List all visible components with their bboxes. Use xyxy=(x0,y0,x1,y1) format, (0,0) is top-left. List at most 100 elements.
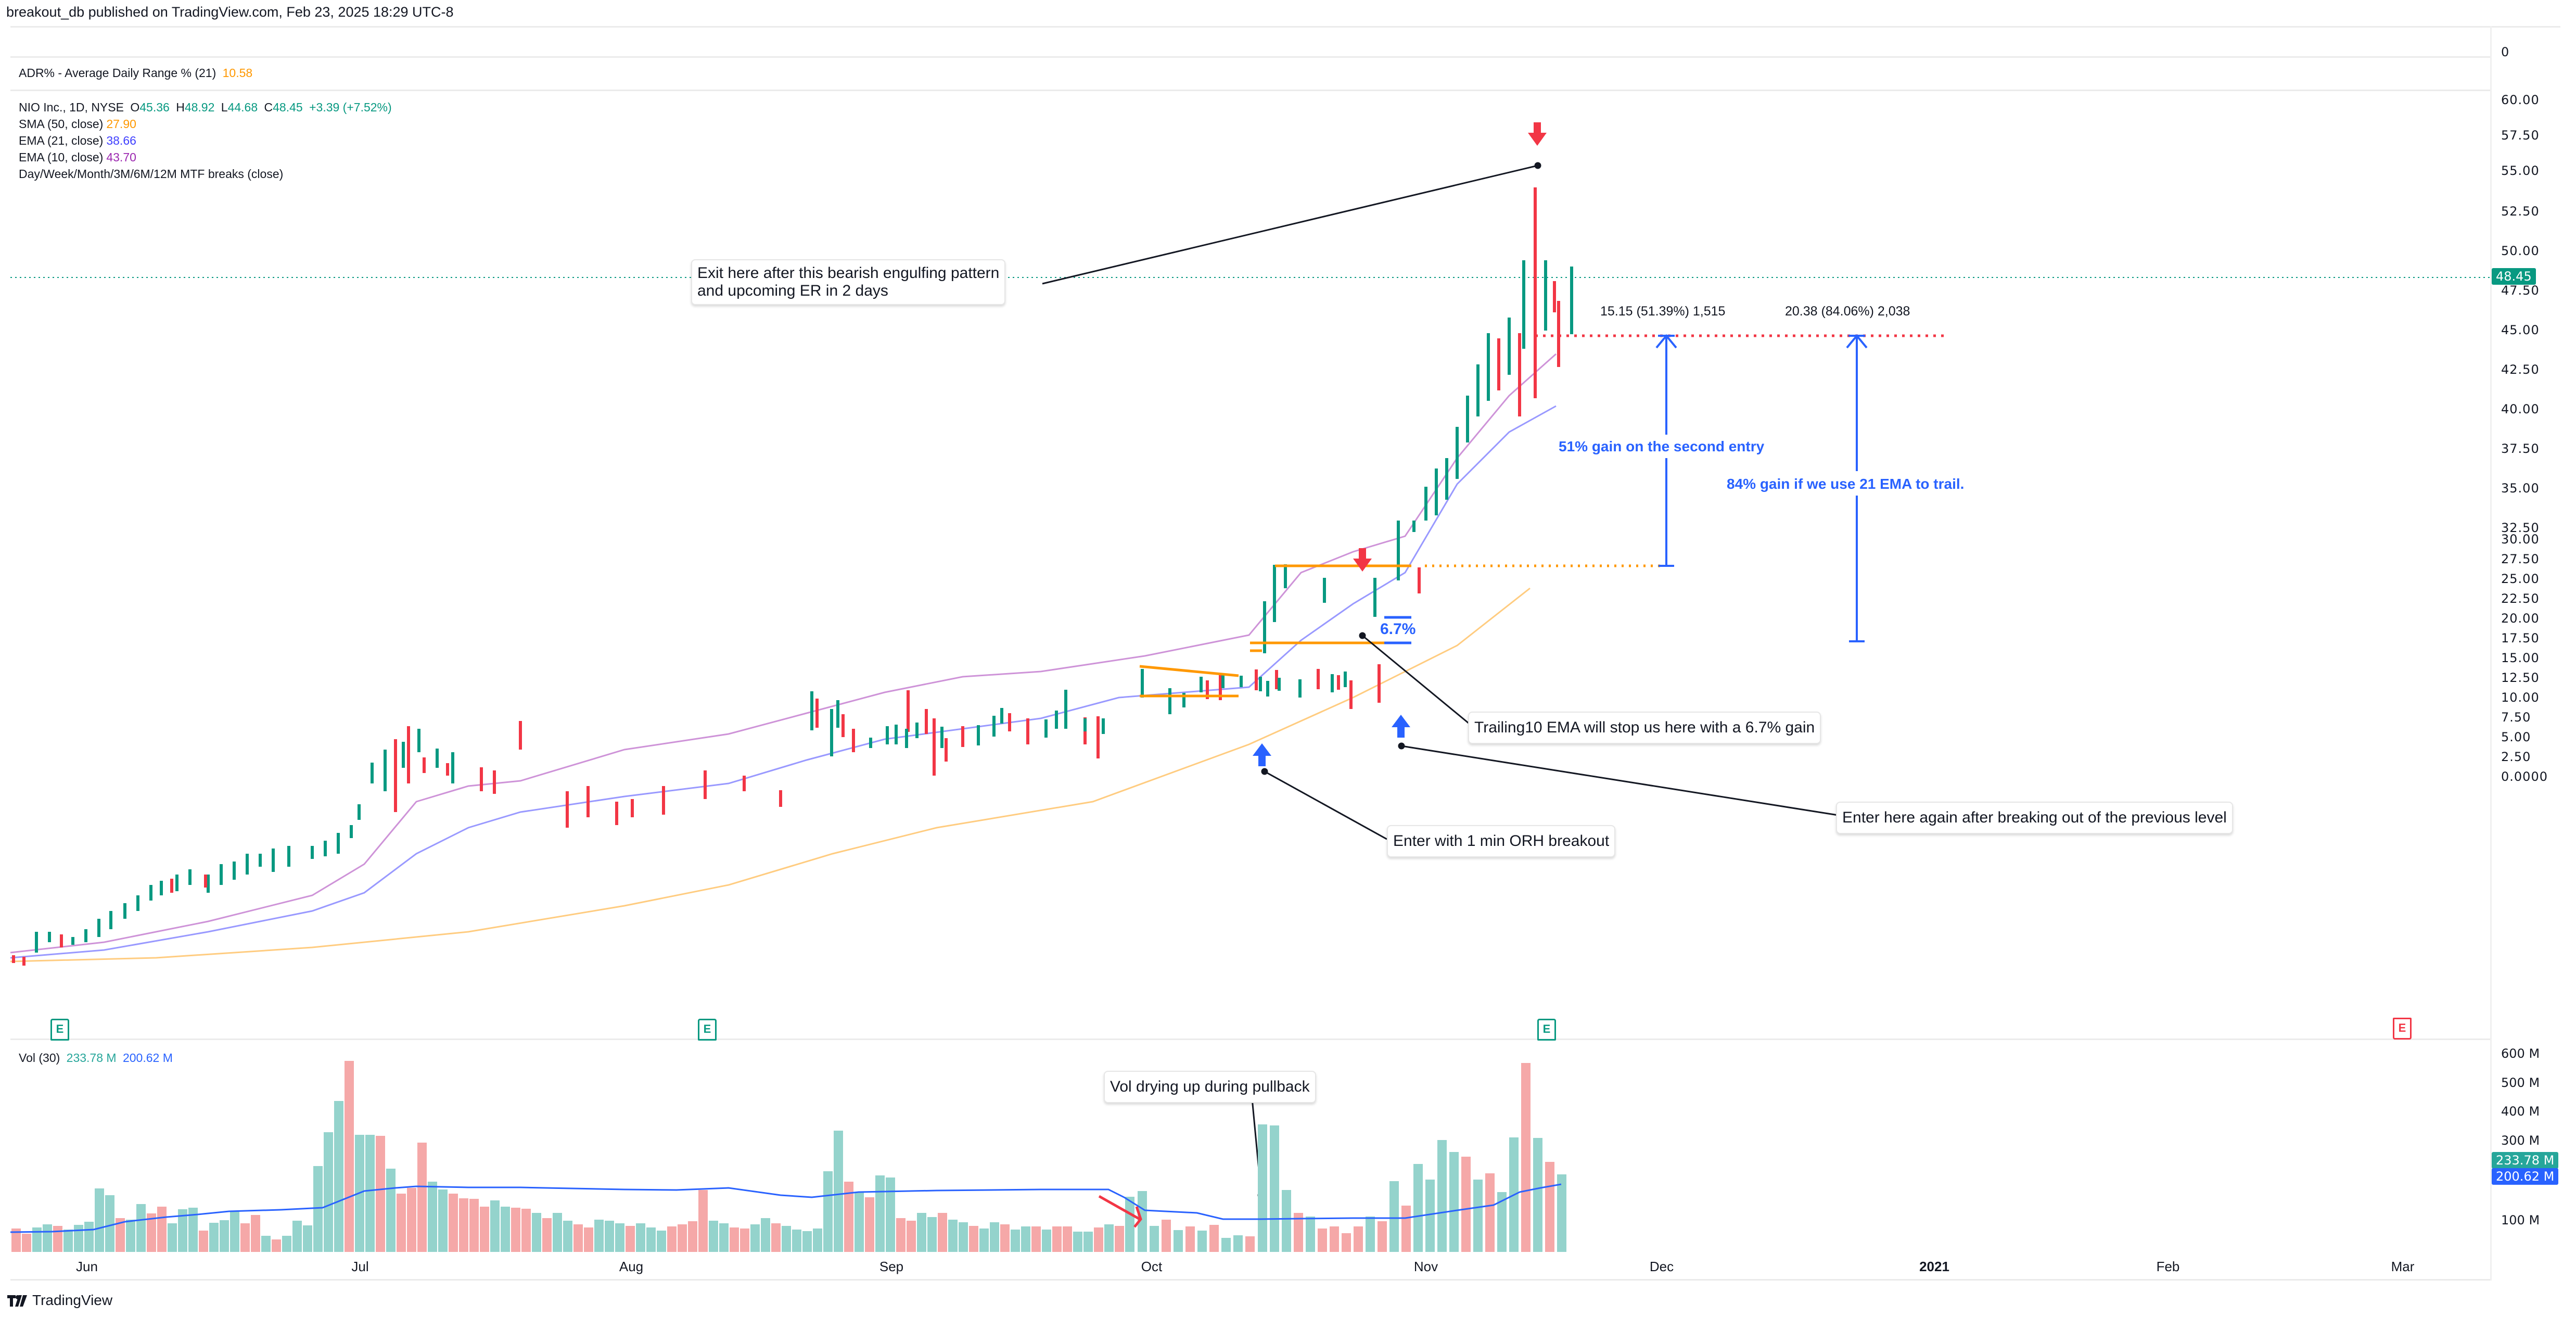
low-value: 44.68 xyxy=(227,100,258,114)
publish-header: breakout_db published on TradingView.com… xyxy=(6,4,454,20)
tradingview-brand: TradingView xyxy=(32,1292,113,1308)
price-tick: 32.50 xyxy=(2501,521,2540,535)
time-tick: Oct xyxy=(1141,1259,1163,1274)
sma50-label: SMA (50, close) xyxy=(19,117,104,131)
mtf-label: Day/Week/Month/3M/6M/12M MTF breaks (clo… xyxy=(19,167,284,181)
gain-range-arrows xyxy=(1655,334,1868,642)
sma50-line xyxy=(10,587,1531,963)
price-tick: 60.00 xyxy=(2501,93,2540,107)
volume-ma-badge: 200.62 M xyxy=(2492,1168,2559,1185)
adr-axis-value: 0 xyxy=(2501,45,2510,59)
time-tick: Nov xyxy=(1413,1259,1438,1274)
trailing-callout[interactable]: Trailing10 EMA will stop us here with a … xyxy=(1468,712,1821,744)
symbol-label: NIO Inc., 1D, NYSE xyxy=(19,100,124,114)
price-tick: 47.50 xyxy=(2501,283,2540,298)
time-tick: Jun xyxy=(76,1259,98,1274)
symbol-row: NIO Inc., 1D, NYSE O45.36 H48.92 L44.68 … xyxy=(19,99,395,116)
earnings-marker-icon[interactable]: E xyxy=(50,1019,69,1041)
price-tick: 15.00 xyxy=(2501,651,2540,665)
high-value: 48.92 xyxy=(184,100,215,114)
change-value: +3.39 (+7.52%) xyxy=(309,100,392,114)
earnings-marker-icon[interactable]: E xyxy=(1537,1019,1556,1041)
gain51-note[interactable]: 51% gain on the second entry xyxy=(1558,436,1766,457)
time-tick: Mar xyxy=(2391,1259,2415,1274)
ema21-label: EMA (21, close) xyxy=(19,134,104,147)
price-tick: 5.00 xyxy=(2501,730,2531,744)
pct67-label: 6.7% xyxy=(1380,620,1416,638)
price-tick: 40.00 xyxy=(2501,402,2540,416)
time-tick: Jul xyxy=(351,1259,369,1274)
price-tick: 10.00 xyxy=(2501,690,2540,705)
volume-tick: 300 M xyxy=(2501,1133,2540,1148)
upcoming-earnings-marker-icon[interactable]: E xyxy=(2393,1018,2412,1040)
price-tick: 57.50 xyxy=(2501,128,2540,143)
price-tick: 27.50 xyxy=(2501,552,2540,566)
price-tick: 52.50 xyxy=(2501,204,2540,219)
pane-divider[interactable] xyxy=(10,56,2490,58)
time-tick: Dec xyxy=(1649,1259,1674,1274)
price-axis-border xyxy=(2490,26,2492,1281)
chart-frame xyxy=(10,26,2560,1282)
adr-legend[interactable]: ADR% - Average Daily Range % (21) 10.58 xyxy=(19,65,256,81)
volume-red-arrow xyxy=(1098,1195,1142,1228)
price-tick: 2.50 xyxy=(2501,750,2531,764)
price-tick: 12.50 xyxy=(2501,670,2540,685)
ema21-row[interactable]: EMA (21, close) 38.66 xyxy=(19,132,395,149)
consolidation-levels xyxy=(1139,564,1665,698)
gain84-note[interactable]: 84% gain if we use 21 EMA to trail. xyxy=(1726,474,1966,495)
adr-value: 10.58 xyxy=(222,66,253,80)
down-arrow-icons xyxy=(1353,122,1547,572)
last-price-badge: 48.45 xyxy=(2492,268,2536,285)
earnings-marker-icon[interactable]: E xyxy=(698,1019,717,1041)
exit-callout-line1: Exit here after this bearish engulfing p… xyxy=(697,264,1000,282)
mtf-row[interactable]: Day/Week/Month/3M/6M/12M MTF breaks (clo… xyxy=(19,166,395,182)
enter1-callout[interactable]: Enter with 1 min ORH breakout xyxy=(1387,825,1616,857)
time-tick: 2021 xyxy=(1919,1259,1949,1274)
time-tick: Aug xyxy=(619,1259,644,1274)
time-tick: Feb xyxy=(2156,1259,2180,1274)
volume-tick: 600 M xyxy=(2501,1046,2540,1061)
open-label: O xyxy=(130,100,140,114)
main-legend[interactable]: NIO Inc., 1D, NYSE O45.36 H48.92 L44.68 … xyxy=(19,99,395,182)
volume-bars xyxy=(11,1061,1566,1252)
sma50-row[interactable]: SMA (50, close) 27.90 xyxy=(19,116,395,132)
price-tick: 25.00 xyxy=(2501,572,2540,586)
price-tick: 35.00 xyxy=(2501,481,2540,496)
close-value: 48.45 xyxy=(273,100,303,114)
ema21-value: 38.66 xyxy=(106,134,136,147)
adr-label: ADR% - Average Daily Range % (21) xyxy=(19,66,216,80)
sma50-value: 27.90 xyxy=(106,117,136,131)
volume-ma-line xyxy=(10,1183,1562,1233)
price-tick: 37.50 xyxy=(2501,441,2540,456)
volume-legend[interactable]: Vol (30) 233.78 M 200.62 M xyxy=(19,1049,176,1066)
price-tick: 22.50 xyxy=(2501,591,2540,606)
pane-divider[interactable] xyxy=(10,1039,2490,1040)
price-tick: 55.00 xyxy=(2501,163,2540,178)
price-tick: 20.00 xyxy=(2501,611,2540,626)
pct67-measure xyxy=(1384,616,1411,644)
enter2-callout[interactable]: Enter here again after breaking out of t… xyxy=(1836,802,2233,834)
price-tick: 7.50 xyxy=(2501,710,2531,725)
exit-callout-line2: and upcoming ER in 2 days xyxy=(697,282,888,299)
price-tick: 17.50 xyxy=(2501,631,2540,645)
volume-value-badge: 233.78 M xyxy=(2492,1152,2559,1169)
measure1-label[interactable]: 15.15 (51.39%) 1,515 xyxy=(1600,304,1726,319)
measure2-label[interactable]: 20.38 (84.06%) 2,038 xyxy=(1785,304,1910,319)
volume-value: 233.78 M xyxy=(66,1051,117,1065)
pane-divider[interactable] xyxy=(10,90,2490,91)
high-label: H xyxy=(176,100,185,114)
price-tick: 30.00 xyxy=(2501,532,2540,547)
ema10-row[interactable]: EMA (10, close) 43.70 xyxy=(19,149,395,166)
ema21-line xyxy=(10,405,1557,959)
tradingview-logo-icon xyxy=(7,1295,27,1307)
volume-tick: 400 M xyxy=(2501,1104,2540,1119)
tradingview-logo[interactable]: TradingView xyxy=(7,1292,112,1309)
price-tick: 0.0000 xyxy=(2501,769,2548,784)
volume-label: Vol (30) xyxy=(19,1051,60,1065)
exit-callout[interactable]: Exit here after this bearish engulfing p… xyxy=(691,259,1006,305)
volume-tick: 500 M xyxy=(2501,1075,2540,1090)
vol-note-callout[interactable]: Vol drying up during pullback xyxy=(1104,1071,1316,1103)
up-arrow-icons xyxy=(1253,715,1410,766)
bottom-border xyxy=(10,1279,2490,1281)
